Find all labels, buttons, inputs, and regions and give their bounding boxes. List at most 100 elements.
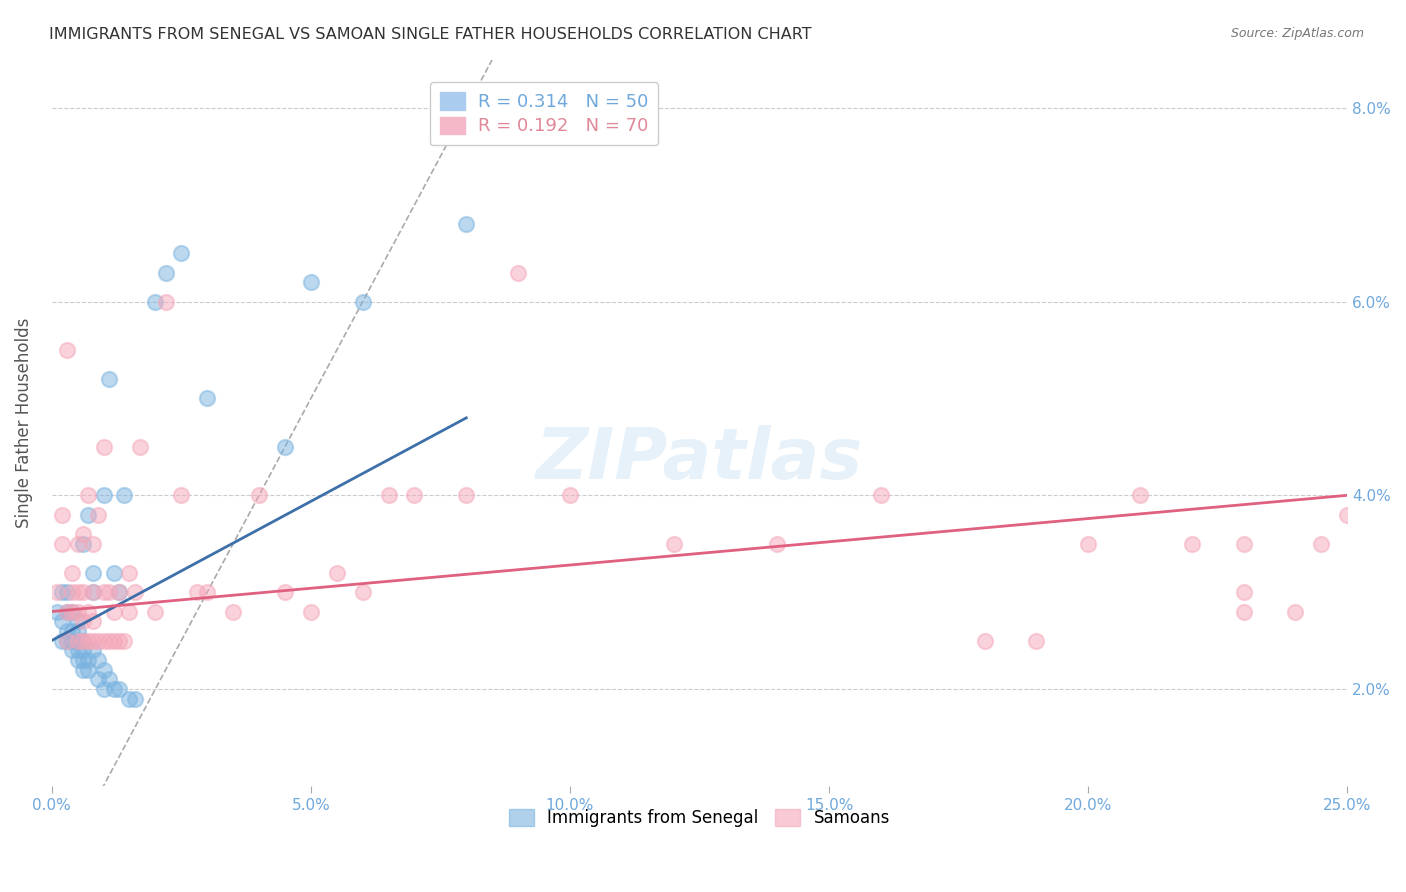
- Point: [72, 537, 94, 551]
- Point: [508, 266, 530, 280]
- Point: [56, 605, 79, 619]
- Point: [72, 633, 94, 648]
- Point: [62, 633, 84, 648]
- Legend: Immigrants from Senegal, Samoans: Immigrants from Senegal, Samoans: [501, 801, 898, 836]
- Point: [66, 537, 89, 551]
- Point: [77, 488, 100, 502]
- Point: [72, 633, 94, 648]
- Point: [1310, 537, 1333, 551]
- Point: [1284, 605, 1306, 619]
- Point: [51, 537, 73, 551]
- Point: [51, 633, 73, 648]
- Point: [56, 585, 79, 599]
- Point: [112, 633, 135, 648]
- Point: [1233, 585, 1256, 599]
- Point: [112, 488, 135, 502]
- Point: [62, 605, 84, 619]
- Point: [170, 246, 193, 260]
- Point: [56, 343, 79, 357]
- Point: [72, 614, 94, 628]
- Point: [82, 537, 104, 551]
- Point: [82, 566, 104, 580]
- Point: [118, 691, 141, 706]
- Point: [404, 488, 426, 502]
- Point: [155, 294, 177, 309]
- Point: [103, 605, 125, 619]
- Point: [72, 585, 94, 599]
- Point: [1233, 605, 1256, 619]
- Y-axis label: Single Father Households: Single Father Households: [15, 318, 32, 528]
- Point: [195, 585, 218, 599]
- Point: [72, 643, 94, 657]
- Point: [93, 633, 115, 648]
- Point: [108, 681, 131, 696]
- Point: [66, 633, 89, 648]
- Point: [118, 566, 141, 580]
- Point: [93, 440, 115, 454]
- Point: [56, 633, 79, 648]
- Point: [93, 663, 115, 677]
- Point: [103, 681, 125, 696]
- Point: [662, 537, 685, 551]
- Point: [145, 294, 167, 309]
- Point: [77, 605, 100, 619]
- Point: [145, 605, 167, 619]
- Point: [51, 508, 73, 522]
- Point: [62, 566, 84, 580]
- Point: [77, 633, 100, 648]
- Point: [274, 440, 297, 454]
- Point: [973, 633, 995, 648]
- Point: [56, 633, 79, 648]
- Point: [195, 392, 218, 406]
- Point: [56, 605, 79, 619]
- Point: [82, 633, 104, 648]
- Point: [108, 633, 131, 648]
- Text: ZIPatlas: ZIPatlas: [536, 425, 863, 493]
- Point: [326, 566, 349, 580]
- Point: [377, 488, 399, 502]
- Point: [299, 605, 322, 619]
- Point: [77, 508, 100, 522]
- Point: [124, 585, 146, 599]
- Point: [97, 372, 120, 386]
- Point: [66, 653, 89, 667]
- Point: [72, 653, 94, 667]
- Point: [66, 643, 89, 657]
- Point: [51, 585, 73, 599]
- Point: [155, 266, 177, 280]
- Point: [1025, 633, 1047, 648]
- Point: [62, 605, 84, 619]
- Point: [97, 585, 120, 599]
- Point: [97, 673, 120, 687]
- Point: [87, 673, 110, 687]
- Point: [77, 663, 100, 677]
- Point: [93, 681, 115, 696]
- Point: [170, 488, 193, 502]
- Point: [62, 624, 84, 638]
- Point: [93, 488, 115, 502]
- Point: [82, 585, 104, 599]
- Point: [124, 691, 146, 706]
- Point: [45, 585, 67, 599]
- Point: [66, 633, 89, 648]
- Point: [62, 585, 84, 599]
- Point: [1336, 508, 1358, 522]
- Point: [1077, 537, 1099, 551]
- Point: [352, 294, 374, 309]
- Point: [128, 440, 150, 454]
- Point: [1181, 537, 1204, 551]
- Point: [103, 633, 125, 648]
- Point: [456, 488, 478, 502]
- Point: [97, 633, 120, 648]
- Point: [56, 624, 79, 638]
- Point: [82, 585, 104, 599]
- Point: [274, 585, 297, 599]
- Text: Source: ZipAtlas.com: Source: ZipAtlas.com: [1230, 27, 1364, 40]
- Point: [51, 614, 73, 628]
- Point: [222, 605, 245, 619]
- Point: [1129, 488, 1152, 502]
- Point: [66, 605, 89, 619]
- Point: [82, 614, 104, 628]
- Point: [103, 566, 125, 580]
- Point: [62, 643, 84, 657]
